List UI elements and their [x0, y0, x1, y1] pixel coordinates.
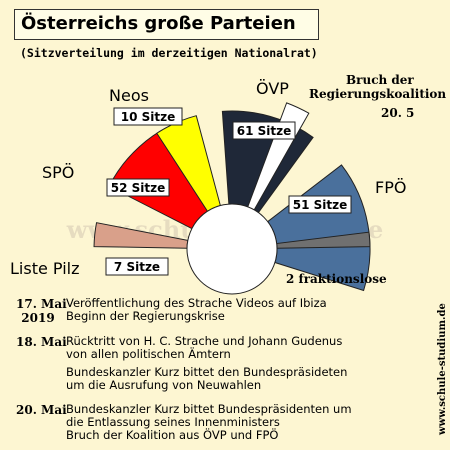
seat-label: 61 Sitze [237, 124, 292, 138]
coalition-break-label: 20. 5 [381, 106, 414, 120]
timeline-text: Veröffentlichung des Strache Videos auf … [66, 297, 327, 323]
timeline-date-line: 20. Mai [16, 403, 67, 417]
party-name: FPÖ [375, 178, 406, 197]
timeline-text-line: Rücktritt von H. C. Strache und Johann G… [66, 334, 343, 348]
chart-subtitle: (Sitzverteilung im derzeitigen Nationalr… [20, 46, 318, 60]
label-box [113, 107, 183, 126]
timeline-date: 18. Mai [16, 335, 67, 349]
timeline-text-line: Veröffentlichung des Strache Videos auf … [66, 296, 327, 310]
seat-label: 51 Sitze [293, 198, 348, 212]
seat-label: 7 Sitze [114, 260, 160, 274]
credit: www.schule-studium.de [437, 303, 448, 435]
timeline-text-line: Bruch der Koalition aus ÖVP und FPÖ [66, 428, 279, 442]
timeline-text-line: um die Ausrufung von Neuwahlen [66, 378, 262, 392]
party-name: Liste Pilz [10, 259, 79, 278]
timeline-date-line: 2019 [21, 311, 55, 325]
timeline-text-line: Beginn der Regierungskrise [66, 309, 225, 323]
timeline-text: Rücktritt von H. C. Strache und Johann G… [66, 335, 342, 361]
timeline-text-line: von allen politischen Ämtern [66, 347, 231, 361]
seat-label: 10 Sitze [121, 110, 176, 124]
label-box [106, 178, 170, 197]
timeline-text-line: Bundeskanzler Kurz bittet den Bundespräs… [66, 365, 348, 379]
title-box: Österreichs große Parteien [14, 9, 319, 40]
timeline-text: Bundeskanzler Kurz bittet den Bundespräs… [66, 366, 347, 392]
center-hole [186, 203, 278, 295]
timeline-text-line: die Entlassung seines Innenministers [66, 415, 280, 429]
timeline-date-line: 18. Mai [16, 335, 67, 349]
timeline-text-line: Bundeskanzler Kurz bittet Bundespräsiden… [66, 402, 352, 416]
party-name: ÖVP [256, 79, 289, 98]
seat-labels: 7 Sitze 52 Sitze 10 Sitze 61 Sitze 51 Sitze [105, 107, 352, 276]
timeline-date-line: 17. Mai [16, 297, 67, 311]
timeline-text: Bundeskanzler Kurz bittet Bundespräsiden… [66, 403, 352, 442]
coalition-break-label: Bruch der [346, 73, 414, 87]
timeline-date: 20. Mai [16, 403, 67, 417]
chart-title: Österreichs große Parteien [21, 13, 296, 34]
label-box [232, 121, 296, 140]
independents-label: 2 fraktionslose [286, 272, 387, 286]
timeline-date: 17. Mai 2019 [16, 297, 67, 325]
seat-label: 52 Sitze [111, 181, 166, 195]
label-box [288, 195, 352, 214]
coalition-break-label: Regierungskoalition [309, 87, 446, 101]
party-name: SPÖ [42, 163, 74, 182]
label-box [105, 257, 169, 276]
party-name: Neos [109, 86, 149, 105]
